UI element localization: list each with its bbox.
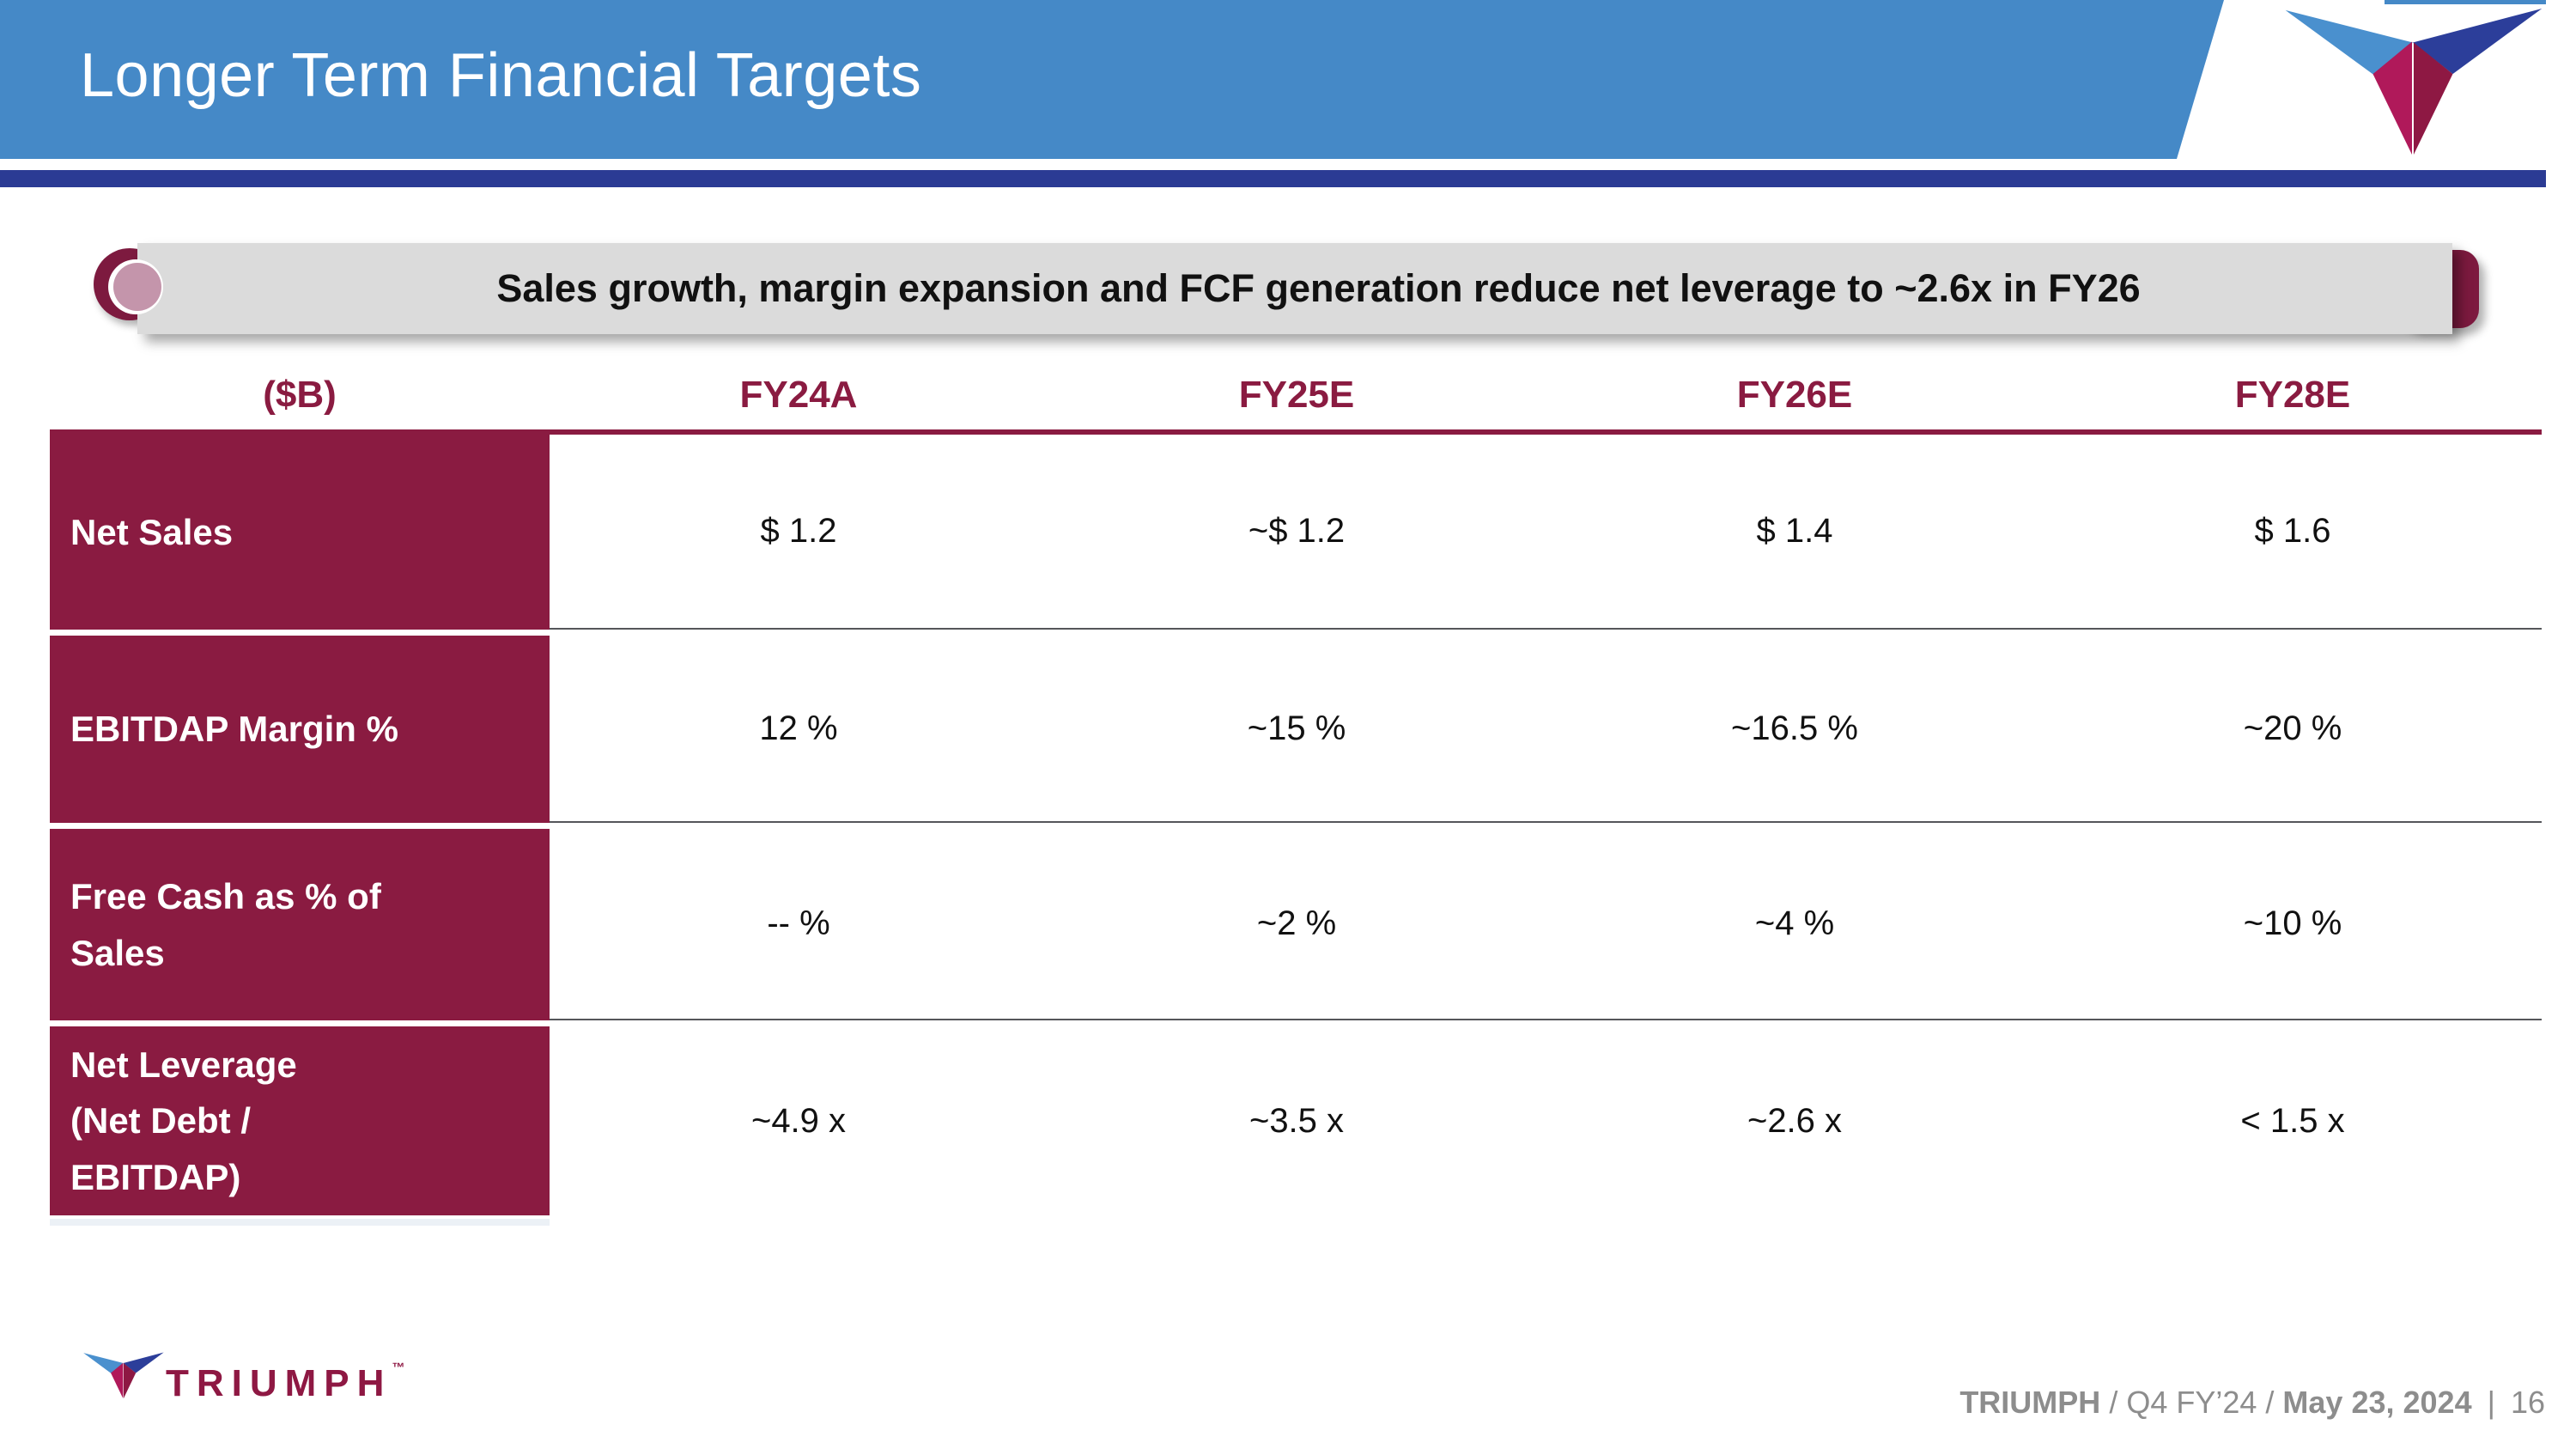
- table-reflection-strip: [50, 1219, 550, 1226]
- page-title: Longer Term Financial Targets: [80, 41, 922, 110]
- value-cell: ~10 %: [2243, 904, 2342, 942]
- key-message-banner: Sales growth, margin expansion and FCF g…: [0, 239, 2576, 342]
- row-label-line: Net Sales: [70, 511, 234, 552]
- header-accent-sliver: [2385, 0, 2546, 4]
- table-row: Net Leverage (Net Debt / EBITDAP) ~4.9 x ~3.…: [50, 1026, 2542, 1215]
- footer-meta-divider: |: [2487, 1385, 2495, 1420]
- row-label-cell: Free Cash as % of Sales: [50, 829, 550, 1020]
- value-cell: ~4 %: [1754, 904, 1835, 942]
- table-row: Free Cash as % of Sales -- % ~2 % ~4 % ~10 %: [50, 829, 2542, 1020]
- value-cell: $ 1.4: [1756, 512, 1833, 550]
- table-header-rule: [50, 429, 2542, 435]
- triumph-logo-icon: [2285, 8, 2543, 155]
- value-cell: $ 1.2: [760, 512, 837, 550]
- row-values: $ 1.2 ~$ 1.2 $ 1.4 $ 1.6: [550, 435, 2542, 630]
- footer-meta-sep2: /: [2257, 1385, 2283, 1420]
- value-cell: < 1.5 x: [2240, 1101, 2345, 1140]
- row-label-cell: Net Sales: [50, 435, 550, 630]
- row-values: -- % ~2 % ~4 % ~10 %: [550, 829, 2542, 1020]
- financial-targets-table: ($B) FY24A FY25E FY26E FY28E Net Sales $ 1.2…: [50, 361, 2542, 1215]
- value-cell: $ 1.6: [2254, 512, 2331, 550]
- value-cell: -- %: [767, 904, 830, 942]
- row-label-line: EBITDAP Margin %: [70, 709, 398, 750]
- row-label-line: Sales: [70, 932, 165, 973]
- value-cell: ~3.5 x: [1249, 1101, 1345, 1140]
- footer-meta: TRIUMPH / Q4 FY’24 / May 23, 2024 | 16: [1959, 1385, 2545, 1421]
- row-label-cell: Net Leverage (Net Debt / EBITDAP): [50, 1026, 550, 1215]
- row-label-line: EBITDAP): [70, 1156, 241, 1197]
- footer-brand-text: TRIUMPH: [166, 1362, 392, 1404]
- table-row: Net Sales $ 1.2 ~$ 1.2 $ 1.4 $ 1.6: [50, 435, 2542, 630]
- footer-meta-quarter: Q4 FY’24: [2126, 1385, 2257, 1420]
- value-cell: 12 %: [759, 709, 838, 747]
- header-rule-stripe: [0, 170, 2546, 187]
- row-label-line: Net Leverage: [70, 1044, 297, 1086]
- row-label-cell: EBITDAP Margin %: [50, 636, 550, 823]
- footer-meta-date: May 23, 2024: [2282, 1385, 2472, 1420]
- trademark-symbol: ™: [392, 1361, 405, 1375]
- value-cell: ~2 %: [1256, 904, 1337, 942]
- footer-meta-sep1: /: [2100, 1385, 2127, 1420]
- value-cell: ~20 %: [2243, 709, 2342, 747]
- banner-ring-inner: [113, 263, 161, 311]
- table-year-header: FY28E: [2234, 374, 2351, 416]
- footer-page-number: 16: [2510, 1385, 2545, 1420]
- table-rows: Net Sales $ 1.2 ~$ 1.2 $ 1.4 $ 1.6 EBITDAP Ma…: [50, 435, 2542, 1215]
- header-bar: [0, 0, 2224, 159]
- table-year-header: FY24A: [739, 374, 858, 416]
- footer-brand-wordmark: TRIUMPH™: [166, 1361, 404, 1405]
- table-header-row: ($B) FY24A FY25E FY26E FY28E: [50, 361, 2542, 429]
- row-label-line: (Net Debt /: [70, 1100, 251, 1142]
- value-cell: ~16.5 %: [1731, 709, 1858, 747]
- row-label-line: Free Cash as % of: [70, 876, 381, 917]
- banner-text: Sales growth, margin expansion and FCF g…: [496, 266, 2141, 310]
- triumph-footer-logo-icon: [83, 1352, 164, 1399]
- value-cell: ~15 %: [1247, 709, 1346, 747]
- footer-meta-brand: TRIUMPH: [1959, 1385, 2101, 1420]
- value-cell: ~4.9 x: [750, 1101, 847, 1140]
- value-cell: ~2.6 x: [1747, 1101, 1843, 1140]
- row-values: 12 % ~15 % ~16.5 % ~20 %: [550, 636, 2542, 823]
- table-year-header: FY25E: [1238, 374, 1355, 416]
- table-unit-header: ($B): [263, 374, 337, 416]
- banner-body: Sales growth, margin expansion and FCF g…: [137, 243, 2452, 334]
- value-cell: ~$ 1.2: [1248, 512, 1346, 550]
- table-year-header: FY26E: [1736, 374, 1853, 416]
- row-values: ~4.9 x ~3.5 x ~2.6 x < 1.5 x: [550, 1026, 2542, 1215]
- table-row: EBITDAP Margin % 12 % ~15 % ~16.5 % ~20 %: [50, 636, 2542, 823]
